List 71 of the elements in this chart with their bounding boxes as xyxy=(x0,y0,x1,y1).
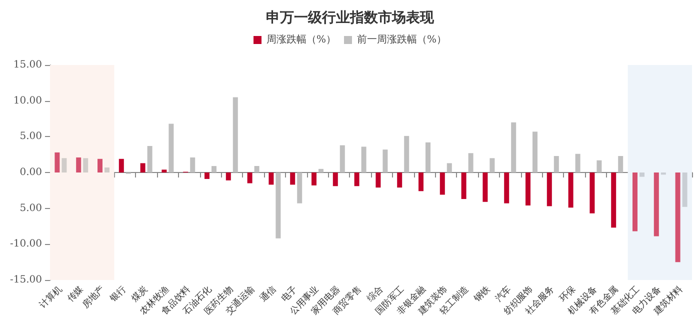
y-tick-label: 15.00 xyxy=(13,60,42,70)
bar xyxy=(397,172,402,188)
bar xyxy=(212,166,216,172)
y-tick-label: -15.00 xyxy=(10,274,42,286)
bar xyxy=(654,172,659,236)
bar xyxy=(382,150,388,172)
bar xyxy=(354,172,360,186)
bar xyxy=(276,172,281,238)
bar xyxy=(482,172,488,202)
bar xyxy=(361,146,366,172)
bar xyxy=(532,132,538,172)
y-tick-label: 5.00 xyxy=(20,202,42,214)
y-tick-label: -10.00 xyxy=(10,238,42,250)
bar xyxy=(147,146,152,172)
bar xyxy=(376,172,381,188)
bar xyxy=(446,163,452,172)
bar xyxy=(118,158,124,172)
bar xyxy=(104,167,110,172)
bar xyxy=(426,142,430,172)
legend-label: 周涨跌幅（%） xyxy=(266,34,336,46)
bar xyxy=(404,136,410,172)
bar xyxy=(76,157,82,172)
bar xyxy=(140,163,146,172)
chart-title: 申万一级行业指数市场表现 xyxy=(266,9,435,26)
bar xyxy=(418,172,424,192)
bar xyxy=(490,158,495,172)
bar xyxy=(98,158,102,172)
bar xyxy=(440,172,445,195)
bar xyxy=(318,168,324,172)
bar xyxy=(290,172,296,185)
x-tick-label: 钢铁 xyxy=(471,284,492,305)
bar xyxy=(232,97,238,172)
bar xyxy=(468,153,474,172)
bar xyxy=(568,172,574,208)
y-tick-label: 0.00 xyxy=(20,167,42,178)
bar xyxy=(596,160,602,172)
bar xyxy=(575,154,580,172)
x-tick-label: 银行 xyxy=(107,284,128,305)
bar xyxy=(162,170,167,172)
legend-label: 前一周涨跌幅（%） xyxy=(357,34,447,46)
x-tick-label: 通信 xyxy=(258,284,278,304)
x-tick-label: 计算机 xyxy=(37,284,64,311)
bar xyxy=(554,156,559,172)
bar xyxy=(504,172,510,204)
bar xyxy=(254,166,260,172)
bar xyxy=(62,158,67,172)
bar xyxy=(168,124,174,172)
bar xyxy=(461,172,466,200)
bar xyxy=(682,172,688,207)
bar xyxy=(190,157,196,172)
bar xyxy=(247,172,252,184)
bar xyxy=(268,172,274,185)
bar xyxy=(297,172,302,204)
bar xyxy=(226,172,231,180)
bar xyxy=(640,172,644,177)
bar xyxy=(632,172,638,232)
bar xyxy=(526,172,530,206)
bar xyxy=(340,145,345,172)
bar xyxy=(590,172,595,214)
bar xyxy=(332,172,338,186)
bar xyxy=(312,172,316,186)
bar xyxy=(618,156,624,172)
bar xyxy=(611,172,616,228)
y-tick-label: 5.00 xyxy=(20,131,42,142)
bar xyxy=(546,172,552,206)
bar xyxy=(83,158,88,172)
bar xyxy=(511,122,516,172)
bar xyxy=(675,172,680,262)
y-tick-label: 10.00 xyxy=(13,95,42,106)
bar xyxy=(54,152,60,172)
bar xyxy=(204,172,210,179)
